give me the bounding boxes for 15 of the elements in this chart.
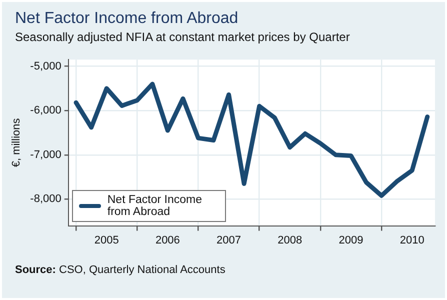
y-tick-label: -7,000 — [30, 148, 62, 161]
chart-title: Net Factor Income from Abroad — [15, 10, 238, 28]
x-tick-label: 2005 — [94, 234, 119, 246]
x-tick-label: 2008 — [278, 234, 302, 246]
y-tick-label: -5,000 — [30, 60, 62, 72]
x-tick-label: 2010 — [400, 234, 424, 246]
y-tick-label: -8,000 — [30, 193, 62, 206]
x-tick-label: 2007 — [216, 234, 242, 246]
source-note: Source: CSO, Quarterly National Accounts — [15, 264, 226, 276]
y-axis-title: €, millions — [10, 118, 23, 168]
y-tick-label: -6,000 — [30, 104, 62, 117]
x-tick-label: 2009 — [338, 234, 364, 246]
chart-subtitle: Seasonally adjusted NFIA at constant market prices by Quarter — [15, 30, 350, 44]
x-tick-label: 2006 — [155, 234, 180, 246]
legend-label: Net Factor Income from Abroad — [107, 194, 203, 218]
